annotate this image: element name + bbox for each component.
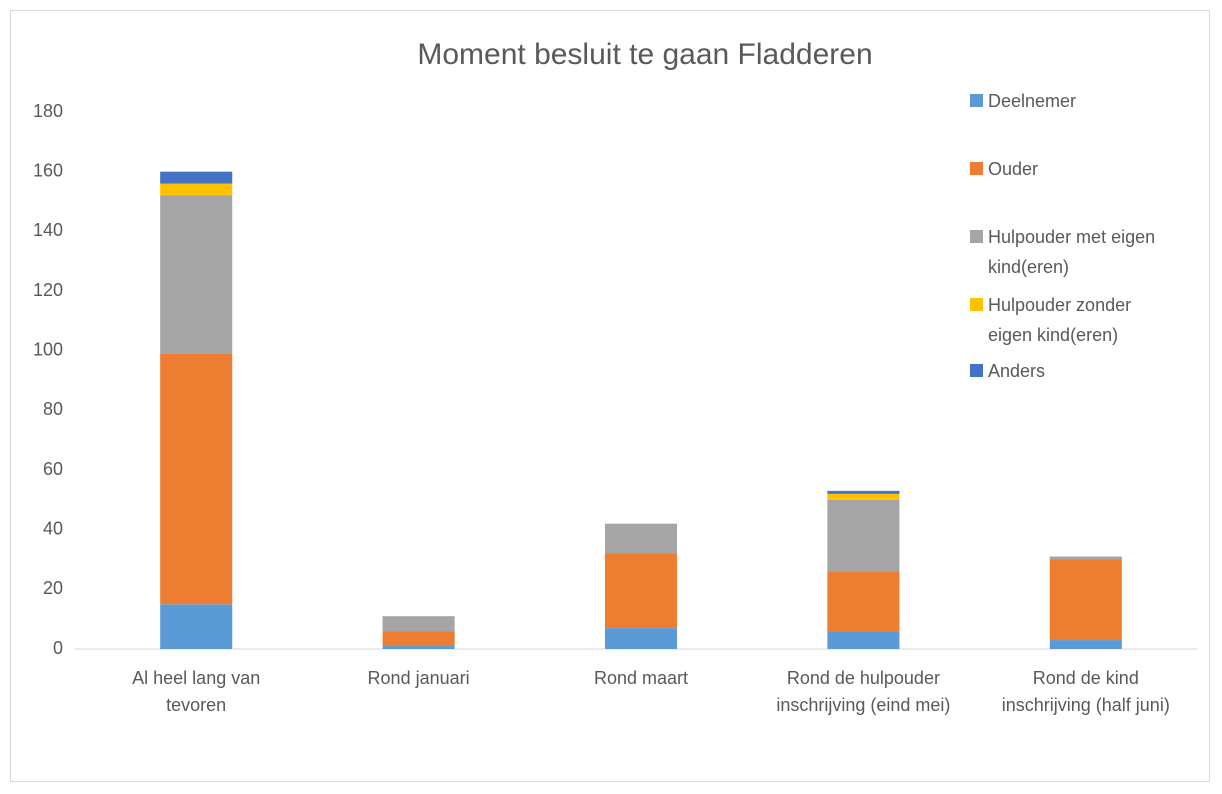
legend-label: Hulpouder zonder eigen kind(eren): [988, 295, 1132, 345]
chart-title: Moment besluit te gaan Fladderen: [417, 38, 873, 71]
legend-swatch: [970, 230, 983, 243]
bar-segment: [160, 195, 233, 354]
y-tick-label: 180: [33, 101, 63, 121]
legend-label: Ouder: [988, 159, 1039, 179]
bar-segment: [160, 171, 233, 184]
legend-label: Hulpouder met eigen kind(eren): [988, 227, 1156, 277]
bar-segment: [827, 571, 900, 632]
legend-label: Deelnemer: [988, 91, 1077, 111]
bar-segment: [160, 353, 233, 605]
legend-swatch: [970, 364, 983, 377]
bar-segment: [1049, 559, 1122, 641]
bar-segment: [827, 493, 900, 500]
bar-segment: [1049, 556, 1122, 560]
bar-segment: [382, 646, 455, 649]
y-tick-label: 0: [53, 638, 63, 658]
y-tick-label: 60: [43, 459, 63, 479]
bar-segment: [160, 604, 233, 649]
legend-swatch: [970, 162, 983, 175]
bar-segment: [160, 183, 233, 196]
bar-segment: [604, 523, 678, 554]
x-tick-label: Rond maart: [593, 668, 689, 688]
bar-segment: [827, 631, 900, 649]
y-tick-label: 80: [43, 399, 63, 419]
chart-frame: [10, 10, 1210, 782]
legend-label: Anders: [988, 361, 1046, 381]
bar-segment: [604, 628, 678, 649]
y-tick-label: 40: [43, 518, 63, 538]
bar-segment: [827, 499, 900, 572]
x-tick-label: Rond de kind inschrijving (half juni): [1001, 668, 1170, 715]
y-tick-label: 20: [43, 578, 63, 598]
bar-segment: [1049, 640, 1122, 649]
y-tick-label: 160: [33, 160, 63, 180]
x-tick-label: Al heel lang van tevoren: [132, 668, 261, 715]
bar-segment: [827, 490, 900, 494]
y-tick-label: 100: [33, 339, 63, 359]
legend-swatch: [970, 298, 983, 311]
legend-swatch: [970, 94, 983, 107]
x-tick-label: Rond januari: [367, 668, 470, 688]
y-tick-label: 120: [33, 280, 63, 300]
x-tick-label: Rond de hulpouder inschrijving (eind mei…: [776, 668, 951, 715]
bar-segment: [382, 616, 455, 632]
y-tick-label: 140: [33, 220, 63, 240]
bar-segment: [382, 631, 455, 647]
bar-segment: [604, 553, 678, 629]
